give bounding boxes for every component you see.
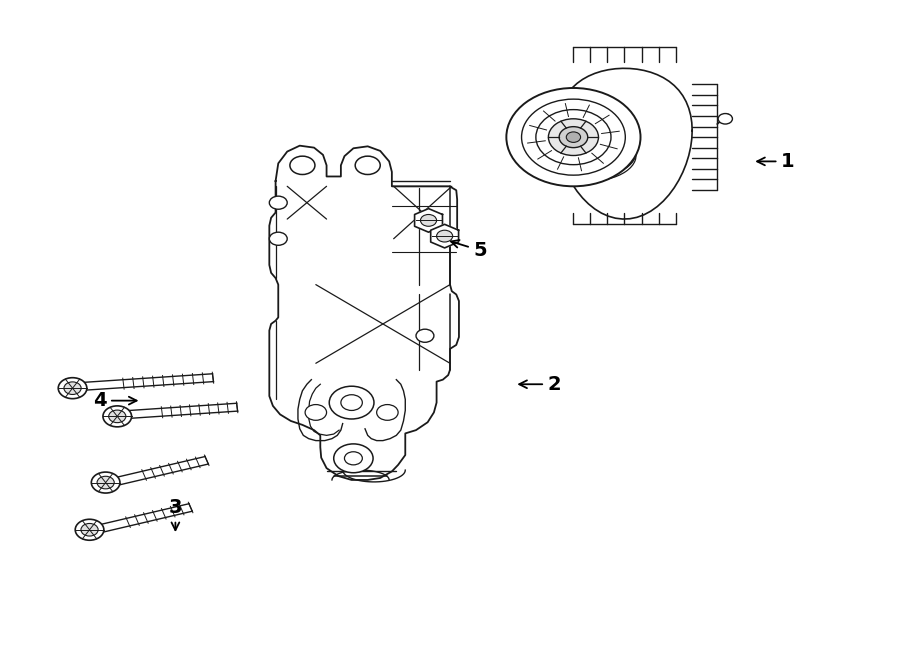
- Circle shape: [416, 329, 434, 342]
- Circle shape: [91, 472, 120, 493]
- Text: 3: 3: [168, 498, 182, 530]
- Circle shape: [718, 114, 733, 124]
- Circle shape: [64, 382, 81, 395]
- Circle shape: [290, 156, 315, 175]
- Circle shape: [81, 524, 98, 536]
- Circle shape: [305, 405, 327, 420]
- Polygon shape: [431, 224, 459, 248]
- Text: 2: 2: [519, 375, 562, 394]
- Circle shape: [566, 132, 580, 142]
- Circle shape: [507, 88, 641, 186]
- Polygon shape: [269, 145, 459, 480]
- Polygon shape: [415, 209, 443, 232]
- Circle shape: [76, 520, 104, 540]
- Circle shape: [356, 156, 380, 175]
- Polygon shape: [557, 68, 692, 219]
- Circle shape: [58, 377, 87, 399]
- Circle shape: [559, 127, 588, 147]
- Text: 4: 4: [93, 391, 137, 410]
- Text: 1: 1: [757, 152, 795, 171]
- Circle shape: [420, 214, 436, 226]
- Circle shape: [103, 406, 131, 427]
- Circle shape: [109, 410, 126, 422]
- Circle shape: [377, 405, 398, 420]
- Circle shape: [522, 99, 626, 175]
- Circle shape: [345, 451, 363, 465]
- Circle shape: [436, 230, 453, 242]
- Circle shape: [341, 395, 363, 410]
- Circle shape: [97, 477, 114, 489]
- Circle shape: [269, 196, 287, 210]
- Text: 5: 5: [451, 240, 487, 260]
- Circle shape: [269, 232, 287, 245]
- Circle shape: [536, 110, 611, 165]
- Circle shape: [334, 444, 373, 473]
- Circle shape: [548, 119, 599, 155]
- Circle shape: [329, 386, 374, 419]
